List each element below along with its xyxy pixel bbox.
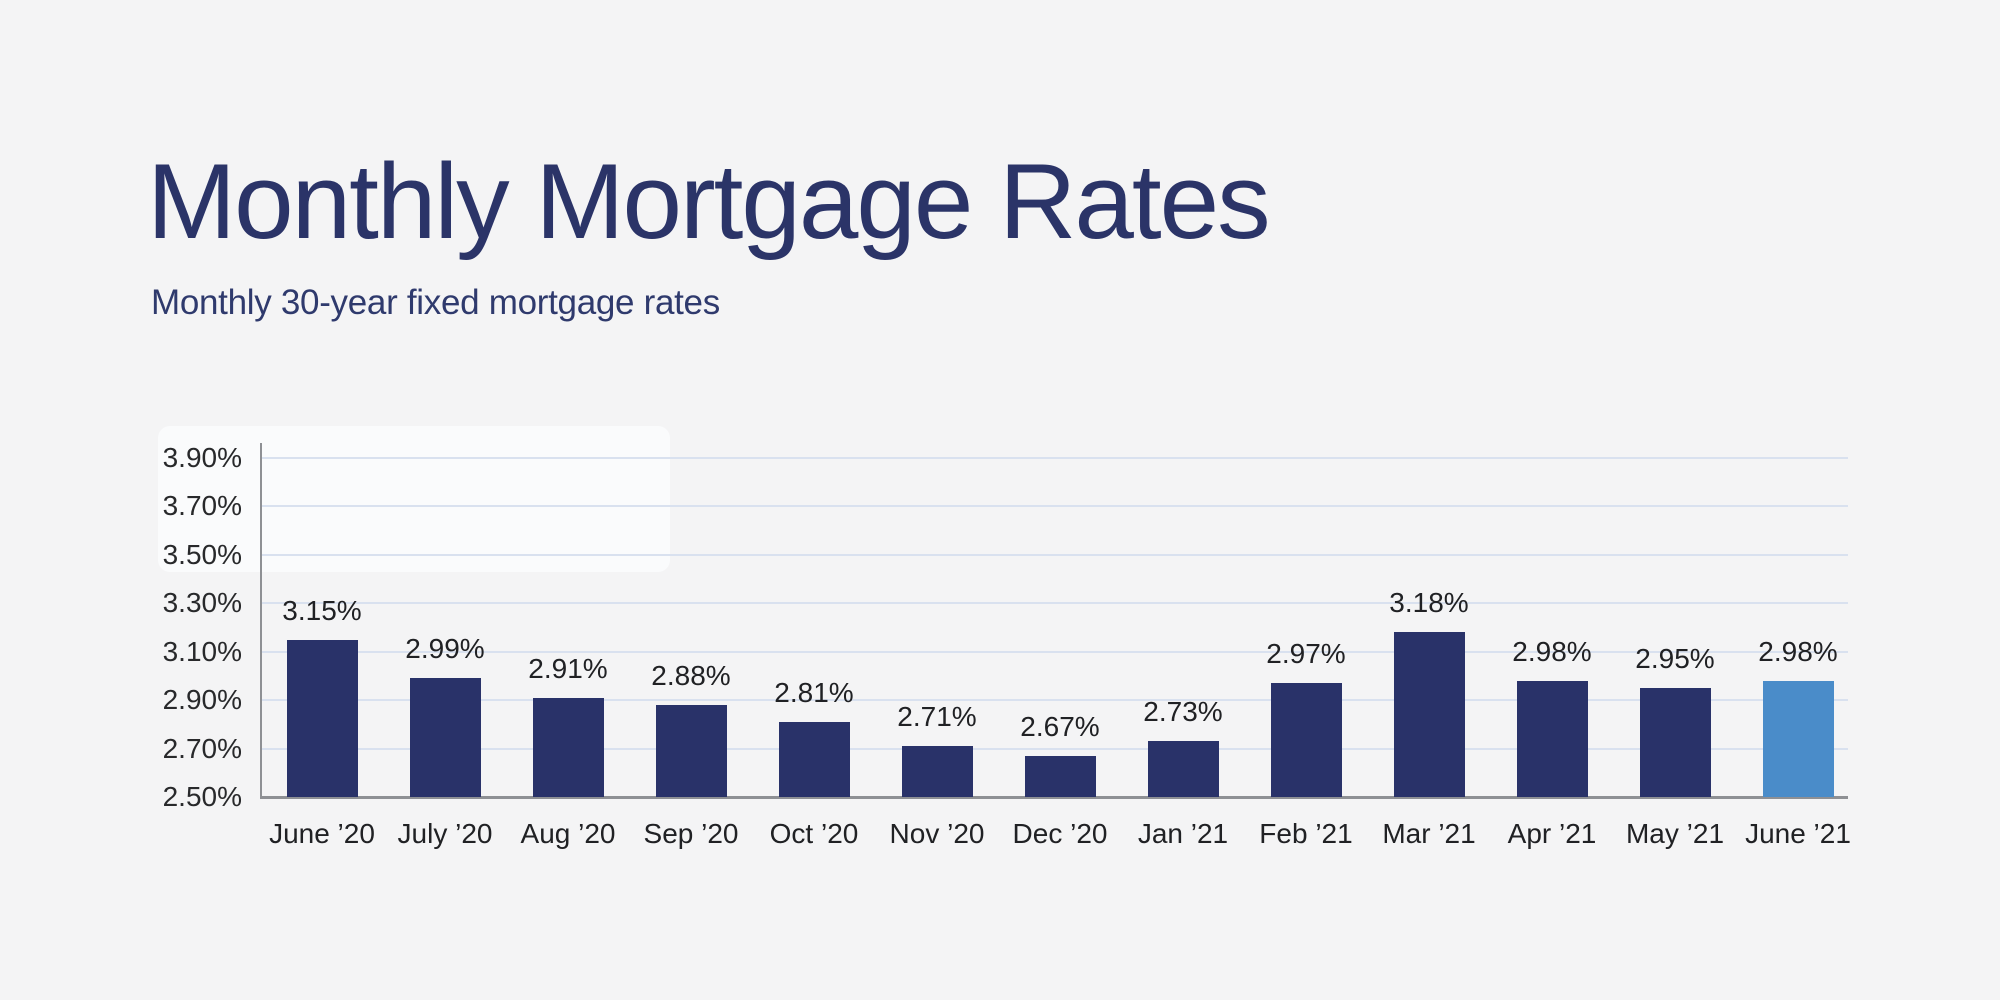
value-label-may-21: 2.95% — [1635, 643, 1715, 675]
x-axis-tick-label-sep-20: Sep ’20 — [643, 818, 739, 849]
bar-jan-21[interactable] — [1147, 741, 1219, 797]
bar-feb-21[interactable] — [1270, 683, 1342, 797]
y-axis-tick-label: 2.50% — [162, 781, 242, 812]
value-label-june-20: 3.15% — [282, 594, 362, 626]
gridline — [262, 457, 1848, 459]
x-axis-line — [260, 796, 1848, 799]
value-label-sep-20: 2.88% — [651, 659, 731, 691]
x-axis-tick-label-apr-21: Apr ’21 — [1507, 818, 1597, 849]
x-axis-tick-label-oct-20: Oct ’20 — [769, 818, 859, 849]
page-subtitle: Monthly 30-year fixed mortgage rates — [151, 283, 720, 322]
gridline — [262, 650, 1848, 653]
y-axis-tick-label: 2.70% — [162, 732, 242, 764]
bar-mar-21[interactable] — [1393, 632, 1465, 797]
value-label-mar-21: 3.18% — [1389, 587, 1469, 619]
y-axis-tick-label: 3.90% — [162, 442, 242, 473]
y-axis-line — [260, 443, 262, 799]
bar-dec-20[interactable] — [1024, 755, 1096, 797]
bar-sep-20[interactable] — [655, 704, 727, 797]
x-axis-tick-label-jan-21: Jan ’21 — [1137, 818, 1229, 849]
bar-june-20[interactable] — [286, 639, 358, 797]
bar-aug-20[interactable] — [532, 697, 604, 797]
value-label-dec-20: 2.67% — [1020, 710, 1100, 742]
value-label-aug-20: 2.91% — [528, 652, 608, 684]
gridline — [262, 505, 1848, 508]
gridline — [262, 699, 1848, 702]
page-title: Monthly Mortgage Rates — [147, 141, 1271, 261]
bar-nov-20[interactable] — [901, 746, 973, 797]
value-label-nov-20: 2.71% — [897, 701, 977, 733]
value-label-feb-21: 2.97% — [1266, 638, 1346, 670]
x-axis-tick-label-feb-21: Feb ’21 — [1259, 818, 1353, 849]
x-axis-tick-label-june-21: June ’21 — [1745, 818, 1851, 849]
x-axis-tick-label-aug-20: Aug ’20 — [520, 818, 616, 849]
gridline — [262, 602, 1848, 605]
gridline — [262, 553, 1848, 556]
x-axis-tick-label-nov-20: Nov ’20 — [889, 818, 985, 849]
bar-may-21[interactable] — [1639, 688, 1711, 797]
x-axis-tick-label-july-20: July ’20 — [397, 818, 493, 849]
bar-oct-20[interactable] — [778, 721, 850, 797]
value-label-apr-21: 2.98% — [1512, 635, 1592, 667]
value-label-jan-21: 2.73% — [1143, 696, 1223, 728]
bar-apr-21[interactable] — [1516, 680, 1588, 797]
y-axis-tick-label: 3.10% — [162, 635, 242, 667]
x-axis-tick-label-may-21: May ’21 — [1625, 818, 1725, 849]
gridline — [262, 747, 1848, 750]
value-label-oct-20: 2.81% — [774, 676, 854, 708]
y-axis-tick-label: 2.90% — [162, 684, 242, 716]
value-label-june-21: 2.98% — [1758, 635, 1838, 667]
chart-background-panel — [158, 426, 670, 572]
y-axis-tick-label: 3.70% — [162, 490, 242, 522]
bar-july-20[interactable] — [409, 678, 481, 797]
x-axis-tick-label-june-20: June ’20 — [269, 818, 375, 849]
y-axis-tick-label: 3.50% — [162, 538, 242, 570]
x-axis-tick-label-mar-21: Mar ’21 — [1382, 818, 1476, 849]
bar-june-21[interactable] — [1762, 680, 1834, 797]
value-label-july-20: 2.99% — [405, 633, 485, 665]
y-axis-tick-label: 3.30% — [162, 587, 242, 619]
x-axis-tick-label-dec-20: Dec ’20 — [1012, 818, 1108, 849]
